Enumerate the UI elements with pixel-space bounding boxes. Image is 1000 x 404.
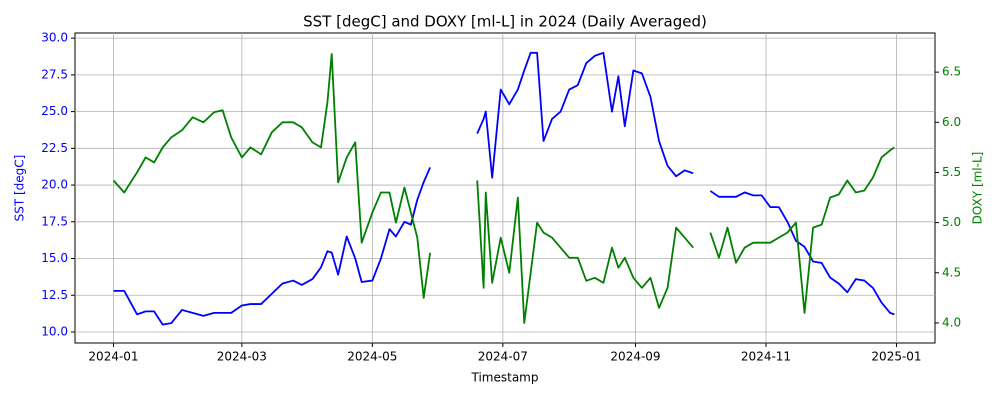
series-line <box>113 51 895 326</box>
y-tick-label: 30.0 <box>41 31 68 45</box>
x-tick-label: 2024-01 <box>88 350 138 364</box>
y-tick-label: 20.0 <box>41 178 68 192</box>
x-tick-label: 2024-05 <box>347 350 397 364</box>
y-tick-label: 17.5 <box>41 214 68 228</box>
y2-tick-label: 4.0 <box>942 315 961 329</box>
y-tick-label: 22.5 <box>41 141 68 155</box>
x-tick-label: 2024-11 <box>741 350 791 364</box>
y2-tick-label: 6.0 <box>942 115 961 129</box>
chart-title: SST [degC] and DOXY [ml-L] in 2024 (Dail… <box>303 13 707 31</box>
y2-axis-label: DOXY [ml-L] <box>971 152 985 225</box>
y-tick-label: 25.0 <box>41 104 68 118</box>
y2-tick-label: 5.0 <box>942 215 961 229</box>
y-tick-label: 10.0 <box>41 324 68 338</box>
series-line <box>112 53 895 324</box>
y2-tick-label: 6.5 <box>942 65 961 79</box>
y2-tick-label: 5.5 <box>942 165 961 179</box>
x-tick-label: 2025-01 <box>871 350 921 364</box>
y-tick-label: 12.5 <box>41 288 68 302</box>
x-tick-label: 2024-03 <box>217 350 267 364</box>
x-tick-label: 2024-09 <box>610 350 660 364</box>
y-tick-label: 27.5 <box>41 67 68 81</box>
plot-frame <box>74 32 936 344</box>
x-tick-label: 2024-07 <box>478 350 528 364</box>
y-axis-label: SST [degC] <box>13 155 27 222</box>
y2-tick-label: 4.5 <box>942 265 961 279</box>
x-axis-label: Timestamp <box>471 371 539 385</box>
y-tick-label: 15.0 <box>41 251 68 265</box>
